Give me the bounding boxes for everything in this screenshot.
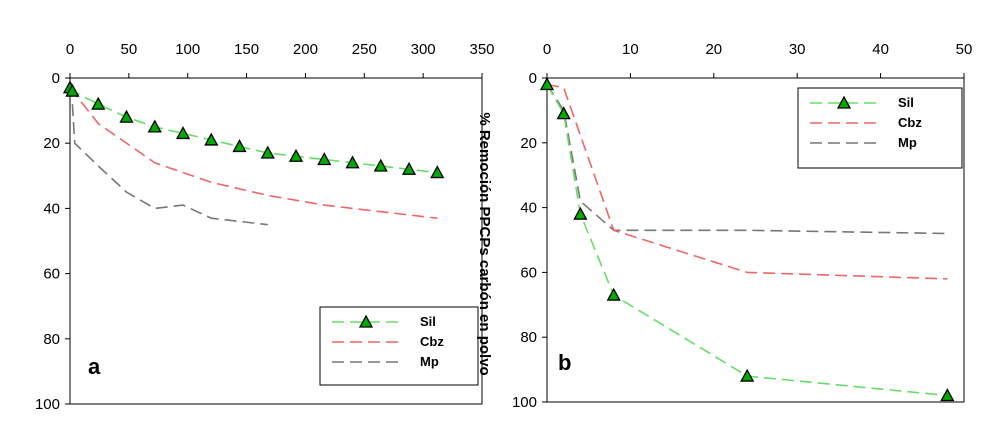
legend: Sil Cbz Mp [797, 87, 963, 169]
data-point-sil [539, 77, 555, 91]
data-point-sil [317, 152, 332, 166]
x-tick-label: 250 [352, 41, 377, 58]
data-point-sil [65, 83, 80, 97]
x-tick-label: 10 [622, 41, 639, 58]
y-tick-label: 20 [43, 135, 60, 152]
series-line-sil [69, 87, 438, 174]
x-tick-label: 100 [175, 41, 200, 58]
y-tick-label: 100 [512, 394, 537, 411]
data-point-sil [260, 145, 275, 159]
data-point-sil [740, 368, 755, 382]
data-point-sil [430, 165, 445, 179]
x-tick-label: 50 [956, 41, 973, 58]
series-line-mp [71, 104, 268, 226]
y-tick-label: 60 [43, 266, 60, 283]
legend-entry-mp: Mp [420, 354, 439, 369]
y-tick-label: 20 [520, 135, 537, 152]
data-point-sil [147, 119, 162, 133]
x-tick-label: 30 [789, 41, 806, 58]
legend-entry-cbz: Cbz [898, 115, 922, 130]
x-tick-label: 40 [872, 41, 889, 58]
y-tick-label: 0 [529, 70, 537, 87]
data-point-sil [175, 126, 191, 140]
data-point-sil [204, 132, 219, 146]
y-tick-label: 80 [520, 329, 537, 346]
data-point-sil [606, 287, 621, 301]
x-tick-label: 350 [469, 41, 494, 58]
legend: Sil Cbz Mp [319, 306, 479, 386]
data-point-sil [288, 148, 304, 162]
legend-box [797, 87, 963, 169]
data-point-sil [940, 388, 955, 402]
legend-entry-sil: Sil [420, 314, 436, 329]
data-point-sil [573, 206, 588, 220]
chart-panel-a: 0 50 100 150 200 250 300 350 0 20 40 60 80 100 Sil Cbz M… [35, 41, 495, 413]
y-tick-label: 60 [520, 264, 537, 281]
panel-label: b [558, 350, 571, 375]
data-point-sil [119, 109, 134, 123]
y-tick-label: 80 [43, 331, 60, 348]
data-point-sil [345, 155, 360, 169]
y-tick-label: 40 [520, 200, 537, 217]
x-tick-label: 50 [121, 41, 138, 58]
data-point-sil [373, 158, 388, 172]
series-line-cbz [69, 87, 438, 219]
plot-frame [69, 77, 483, 405]
data-point-sil [401, 161, 417, 175]
legend-entry-mp: Mp [898, 135, 917, 150]
x-tick-label: 150 [234, 41, 259, 58]
panel-label: a [88, 354, 101, 379]
x-tick-label: 200 [293, 41, 318, 58]
legend-entry-cbz: Cbz [420, 334, 444, 349]
legend-entry-sil: Sil [898, 95, 914, 110]
series-line-cbz [546, 83, 948, 280]
series-line-mp [546, 84, 948, 235]
x-tick-label: 0 [543, 41, 551, 58]
legend-marker [836, 95, 852, 109]
x-tick-label: 300 [411, 41, 436, 58]
data-point-sil [91, 96, 106, 110]
shared-y-axis-label: % Remoción PPCPs carbón en polvo [476, 112, 493, 375]
x-tick-label: 0 [66, 41, 74, 58]
series-line-sil [546, 84, 948, 397]
data-point-sil [556, 106, 571, 120]
legend-box [319, 306, 479, 386]
y-tick-label: 100 [35, 396, 60, 413]
y-tick-label: 40 [43, 200, 60, 217]
y-tick-label: 0 [52, 70, 60, 87]
chart-panel-b: 0 10 20 30 40 50 0 20 40 60 80 100 Sil Cbz Mp b [512, 41, 972, 411]
legend-marker [358, 314, 374, 328]
x-tick-label: 20 [705, 41, 722, 58]
data-point-sil [232, 139, 247, 153]
plot-frame [546, 77, 965, 403]
